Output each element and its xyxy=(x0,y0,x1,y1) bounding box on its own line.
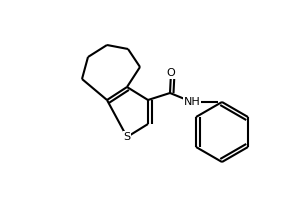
Text: O: O xyxy=(167,68,176,78)
Text: NH: NH xyxy=(184,97,200,107)
Text: S: S xyxy=(123,132,130,142)
